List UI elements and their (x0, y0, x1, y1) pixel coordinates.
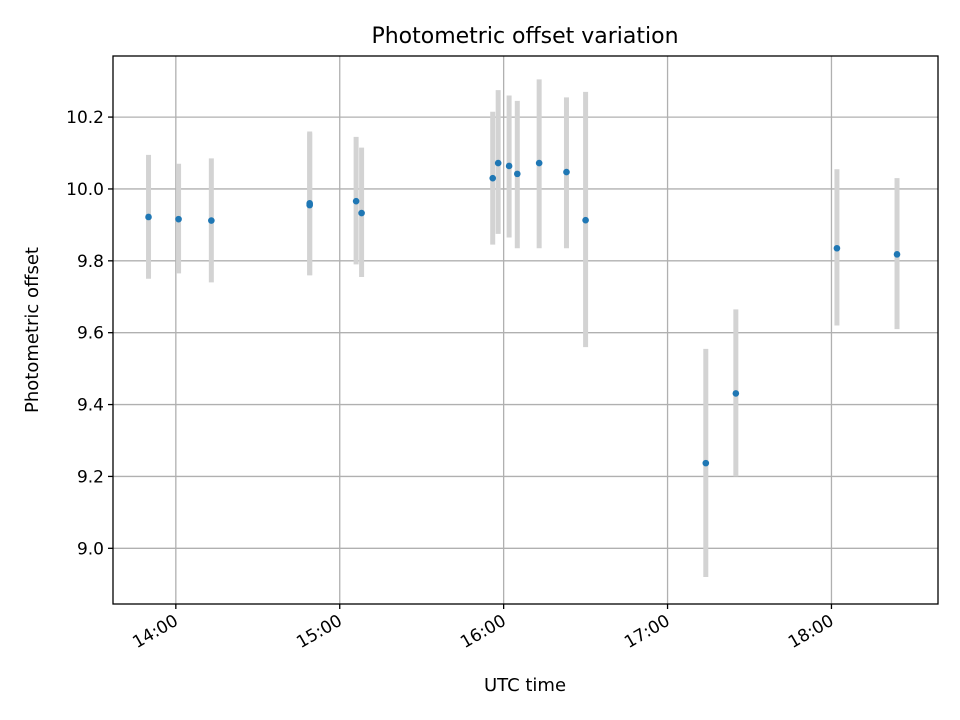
x-tick-label: 17:00 (621, 611, 673, 653)
y-gridlines (113, 116, 938, 549)
x-tick-label: 14:00 (129, 611, 181, 653)
x-tick-label: 16:00 (457, 611, 509, 653)
y-tick-label: 9.4 (77, 396, 104, 416)
data-point (514, 170, 521, 178)
data-point (358, 209, 365, 217)
data-point (145, 213, 152, 221)
data-point (494, 159, 502, 167)
data-point (582, 216, 589, 224)
plot-frame (112, 55, 939, 605)
data-point (833, 244, 841, 252)
x-axis-ticks: 14:00 15:00 16:00 17:00 18:00 (129, 604, 837, 653)
y-tick-label: 10.2 (66, 108, 104, 128)
data-point (306, 200, 313, 207)
y-tick-label: 10.0 (66, 180, 104, 200)
chart-title: Photometric offset variation (371, 24, 678, 49)
data-point (702, 459, 710, 467)
data-point (505, 162, 513, 170)
data-point (732, 390, 740, 397)
data-point (175, 215, 182, 223)
x-gridlines (175, 56, 833, 604)
error-bars (146, 79, 900, 578)
x-tick-label: 15:00 (293, 611, 345, 653)
y-axis-ticks: 9.0 9.2 9.4 9.6 9.8 10.0 10.2 (66, 108, 113, 559)
data-point (563, 168, 570, 176)
data-point (535, 159, 543, 167)
data-point (489, 174, 497, 182)
y-tick-label: 9.8 (77, 252, 104, 272)
data-point (893, 251, 901, 258)
y-axis-label: Photometric offset (22, 247, 43, 413)
data-point (208, 217, 215, 224)
x-tick-label: 18:00 (785, 611, 837, 653)
y-tick-label: 9.2 (77, 467, 104, 487)
y-tick-label: 9.0 (77, 539, 104, 559)
data-point (352, 197, 360, 205)
data-points (145, 159, 901, 467)
x-axis-label: UTC time (484, 675, 566, 696)
y-tick-label: 9.6 (77, 324, 104, 344)
